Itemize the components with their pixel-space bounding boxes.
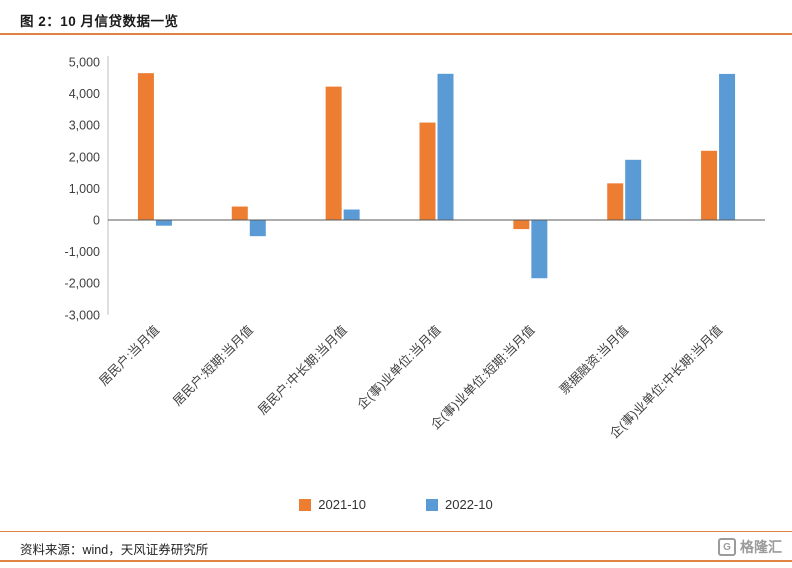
y-tick-label: 2,000 — [69, 150, 100, 164]
x-category-label: 居民户:中长期:当月值 — [255, 322, 350, 417]
page-bottom-line — [0, 560, 792, 562]
data-source-text: 资料来源：wind，天风证券研究所 — [20, 543, 209, 557]
legend-swatch-2022-10 — [426, 498, 438, 511]
bar-2021-10-cat2 — [325, 86, 342, 221]
y-tick-label: -2,000 — [65, 277, 100, 291]
bar-2022-10-cat1 — [249, 220, 266, 237]
y-tick-label: 3,000 — [69, 119, 100, 133]
legend-label-2021-10: 2021-10 — [318, 497, 366, 512]
legend-item-2021-10: 2021-10 — [299, 497, 366, 512]
x-category-label: 企(事)业单位:当月值 — [354, 322, 444, 412]
y-tick-label: 1,000 — [69, 182, 100, 196]
bar-2022-10-cat4 — [531, 220, 548, 279]
watermark-text: 格隆汇 — [740, 539, 782, 555]
bar-2022-10-cat6 — [719, 73, 736, 220]
bar-2021-10-cat5 — [607, 183, 624, 220]
gelonghui-watermark: G 格隆汇 — [718, 537, 782, 557]
y-tick-label: 5,000 — [69, 56, 100, 70]
y-tick-label: 0 — [93, 214, 100, 228]
credit-data-bar-chart: -3,000 -2,000 -1,000 0 1,000 2,000 3,000 4,000 5… — [65, 56, 765, 441]
title-separator-line — [0, 33, 792, 35]
gelonghui-logo-icon: G — [718, 538, 736, 556]
bar-2022-10-cat3 — [437, 73, 454, 220]
bar-2022-10-cat0 — [155, 220, 172, 226]
footer-separator-line — [0, 531, 792, 532]
bar-2021-10-cat1 — [231, 206, 248, 220]
bar-2022-10-cat5 — [625, 159, 642, 220]
x-category-label: 企(事)业单位:短期:当月值 — [428, 322, 538, 432]
y-tick-label: -3,000 — [65, 308, 100, 322]
x-category-label: 居民户:当月值 — [96, 322, 162, 388]
x-category-label: 企(事)业单位:中长期:当月值 — [607, 322, 726, 441]
legend-swatch-2021-10 — [299, 498, 312, 511]
bar-2022-10-cat2 — [343, 209, 360, 220]
chart-legend: 2021-10 2022-10 — [0, 497, 792, 512]
bar-2021-10-cat6 — [701, 150, 718, 220]
figure-title: 图 2：10 月信贷数据一览 — [20, 14, 179, 29]
x-category-label: 居民户:短期:当月值 — [170, 322, 256, 408]
legend-label-2022-10: 2022-10 — [445, 497, 493, 512]
y-tick-label: 4,000 — [69, 87, 100, 101]
bar-2021-10-cat3 — [419, 122, 436, 220]
bar-2021-10-cat0 — [137, 73, 154, 220]
bar-2021-10-cat4 — [513, 220, 530, 230]
legend-item-2022-10: 2022-10 — [426, 497, 493, 512]
y-tick-label: -1,000 — [65, 245, 100, 259]
x-category-label: 票据融资:当月值 — [556, 322, 631, 397]
